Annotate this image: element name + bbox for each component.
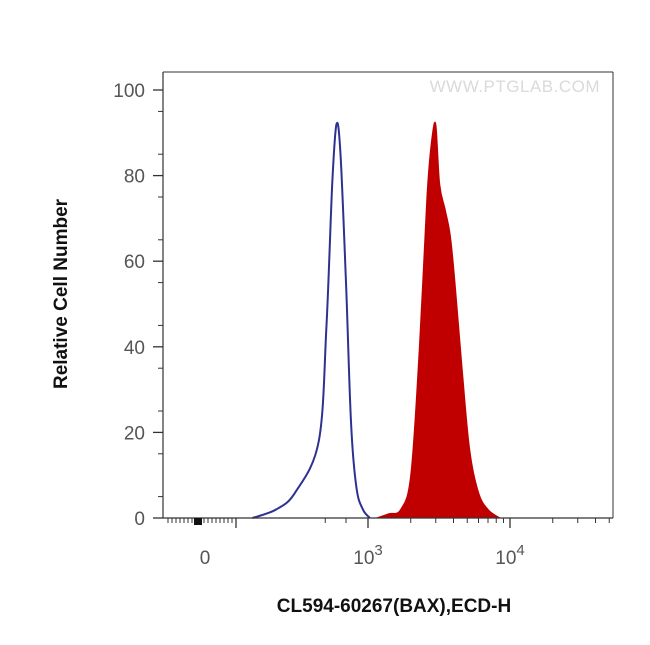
series-outline-histogram: [252, 121, 371, 519]
x-tick-label: 104: [495, 542, 524, 569]
y-tick-label: 20: [124, 423, 145, 444]
y-tick-label: 100: [113, 81, 145, 102]
watermark: WWW.PTGLAB.COM: [430, 77, 600, 96]
y-tick-label: 0: [134, 509, 145, 530]
y-axis-label: Relative Cell Number: [51, 198, 72, 389]
ticks-layer: 0 20 40 60 80 100 0 103 104: [113, 81, 610, 569]
axes-layer: [162, 71, 614, 519]
x-axis-label: CL594-60267(BAX),ECD-H: [277, 596, 511, 617]
y-tick-label: 40: [124, 338, 145, 359]
series-layer: [252, 121, 502, 519]
x-zero-marker: [194, 518, 202, 525]
series-filled-histogram: [376, 121, 502, 519]
y-tick-label: 80: [124, 167, 145, 188]
x-tick-label: 0: [200, 548, 211, 569]
y-tick-label: 60: [124, 252, 145, 273]
x-tick-label: 103: [353, 542, 382, 569]
